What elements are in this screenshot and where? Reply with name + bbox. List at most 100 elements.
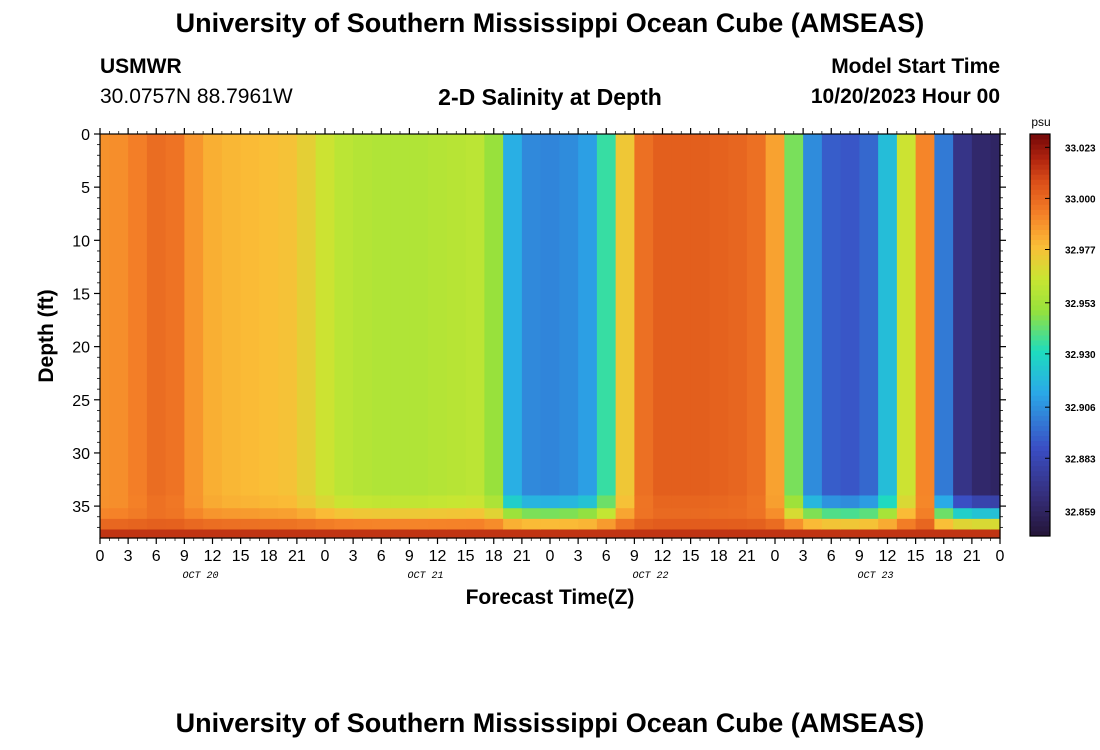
heatmap-cell bbox=[428, 495, 448, 509]
heatmap-cell bbox=[540, 518, 560, 531]
heatmap-cell bbox=[296, 134, 317, 497]
heatmap-cell bbox=[390, 495, 410, 509]
heatmap-cell bbox=[371, 495, 392, 509]
heatmap-cell bbox=[353, 508, 373, 520]
colorbar-segment bbox=[1030, 279, 1050, 286]
heatmap-cell bbox=[559, 529, 579, 539]
colorbar-segment bbox=[1030, 179, 1050, 185]
colorbar-segment bbox=[1030, 515, 1050, 522]
colorbar-segment bbox=[1030, 465, 1050, 472]
heatmap-cell bbox=[559, 134, 579, 497]
heatmap-cell bbox=[690, 508, 710, 520]
colorbar-segment bbox=[1030, 244, 1050, 251]
heatmap-cell bbox=[990, 529, 1001, 539]
colorbar-segment bbox=[1030, 274, 1050, 281]
heatmap-cell bbox=[765, 495, 785, 509]
heatmap-cell bbox=[146, 529, 167, 539]
colorbar-segment bbox=[1030, 204, 1050, 210]
y-tick-label: 30 bbox=[72, 446, 90, 463]
heatmap-cell bbox=[240, 495, 260, 509]
heatmap-cell bbox=[578, 508, 598, 520]
x-axis-label: Forecast Time(Z) bbox=[466, 586, 635, 609]
heatmap-cell bbox=[803, 495, 823, 509]
heatmap-cell bbox=[278, 518, 298, 531]
heatmap-cell bbox=[503, 495, 523, 509]
heatmap-cell bbox=[878, 134, 898, 497]
model-start-value: 10/20/2023 Hour 00 bbox=[810, 85, 1000, 108]
colorbar-segment bbox=[1030, 319, 1050, 326]
colorbar-segment bbox=[1030, 284, 1050, 291]
heatmap-cell bbox=[990, 508, 1001, 520]
colorbar-segment bbox=[1030, 209, 1050, 215]
heatmap-cell bbox=[971, 529, 992, 539]
heatmap-cell bbox=[259, 508, 279, 520]
heatmap-cell bbox=[100, 134, 110, 497]
heatmap-cell bbox=[934, 529, 954, 539]
heatmap-cell bbox=[915, 518, 935, 531]
heatmap-cell bbox=[390, 518, 410, 531]
heatmap-cell bbox=[803, 529, 823, 539]
colorbar-segment bbox=[1030, 415, 1050, 421]
heatmap-cell bbox=[728, 134, 748, 497]
x-tick-label: 21 bbox=[513, 548, 531, 565]
heatmap-cell bbox=[540, 529, 560, 539]
heatmap-cell bbox=[109, 529, 129, 539]
heatmap-cell bbox=[390, 508, 410, 520]
heatmap-cell bbox=[915, 529, 935, 539]
colorbar-segment bbox=[1030, 164, 1050, 170]
heatmap-cell bbox=[728, 495, 748, 509]
heatmap-cell bbox=[240, 529, 260, 539]
x-tick-label: 9 bbox=[630, 548, 639, 565]
heatmap-cell bbox=[278, 508, 298, 520]
colorbar-tick-label: 32.859 bbox=[1065, 508, 1096, 519]
colorbar-tick-label: 32.906 bbox=[1065, 403, 1096, 414]
x-tick-label: 9 bbox=[405, 548, 414, 565]
heatmap-cell bbox=[371, 134, 392, 497]
heatmap-cell bbox=[184, 529, 204, 539]
heatmap-cell bbox=[953, 518, 973, 531]
heatmap-cell bbox=[221, 495, 242, 509]
heatmap-cell bbox=[578, 134, 598, 497]
x-tick-label: 3 bbox=[124, 548, 133, 565]
heatmap-cell bbox=[615, 134, 635, 497]
heatmap-cell bbox=[521, 495, 542, 509]
colorbar-segment bbox=[1030, 224, 1050, 230]
colorbar-segment bbox=[1030, 505, 1050, 512]
colorbar-segment bbox=[1030, 495, 1050, 502]
heatmap-cell bbox=[709, 529, 729, 539]
heatmap-cell bbox=[109, 518, 129, 531]
colorbar-segment bbox=[1030, 400, 1050, 406]
heatmap-cell bbox=[784, 529, 804, 539]
heatmap-cell bbox=[184, 508, 204, 520]
x-tick-label: 3 bbox=[349, 548, 358, 565]
y-tick-label: 5 bbox=[81, 180, 90, 197]
y-tick-label: 35 bbox=[72, 499, 90, 516]
heatmap-cell bbox=[165, 134, 185, 497]
heatmap-cell bbox=[709, 134, 729, 497]
x-tick-label: 9 bbox=[180, 548, 189, 565]
colorbar-segment bbox=[1030, 219, 1050, 225]
colorbar-segment bbox=[1030, 335, 1050, 341]
heatmap-cell bbox=[859, 518, 879, 531]
x-tick-label: 15 bbox=[457, 548, 475, 565]
heatmap-cell bbox=[821, 508, 842, 520]
heatmap-cell bbox=[428, 529, 448, 539]
heatmap-cell bbox=[840, 518, 860, 531]
colorbar-segment bbox=[1030, 289, 1050, 296]
heatmap-cell bbox=[334, 508, 354, 520]
heatmap-cell bbox=[559, 508, 579, 520]
colorbar-tick-label: 32.953 bbox=[1065, 299, 1096, 310]
heatmap-cell bbox=[371, 508, 392, 520]
heatmap-cell bbox=[653, 518, 673, 531]
x-tick-label: 12 bbox=[429, 548, 447, 565]
heatmap-cell bbox=[878, 508, 898, 520]
colorbar-segment bbox=[1030, 520, 1050, 527]
colorbar-segment bbox=[1030, 375, 1050, 381]
colorbar-segment bbox=[1030, 410, 1050, 416]
colorbar-segment bbox=[1030, 350, 1050, 356]
colorbar-segment bbox=[1030, 380, 1050, 386]
heatmap-cell bbox=[353, 495, 373, 509]
y-tick-label: 25 bbox=[72, 393, 90, 410]
heatmap-cell bbox=[390, 134, 410, 497]
x-tick-label: 18 bbox=[710, 548, 728, 565]
